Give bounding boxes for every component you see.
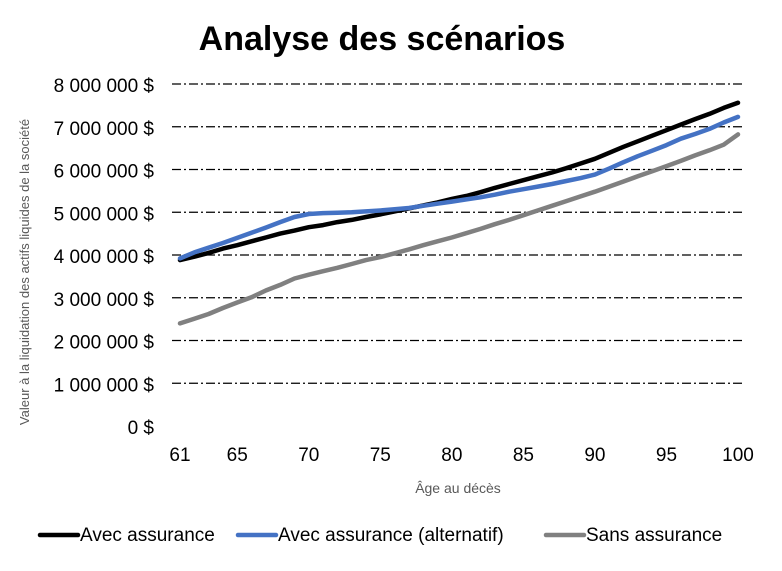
series-lines [177, 100, 741, 326]
x-tick-label: 75 [370, 445, 391, 466]
x-tick-label: 100 [722, 445, 754, 466]
x-axis-title: Âge au décès [415, 480, 501, 496]
y-tick-label: 0 $ [128, 418, 155, 439]
y-tick-label: 1 000 000 $ [54, 375, 155, 396]
y-tick-label: 8 000 000 $ [54, 76, 155, 97]
series-line-2 [177, 114, 741, 261]
grid-lines [172, 83, 742, 384]
x-axis-tick-labels: 61 65 70 75 80 85 90 95 100 [169, 445, 753, 466]
x-tick-label: 61 [169, 445, 190, 466]
x-tick-label: 80 [441, 445, 462, 466]
y-tick-label: 4 000 000 $ [54, 247, 155, 268]
y-tick-label: 2 000 000 $ [54, 333, 155, 354]
x-tick-label: 95 [656, 445, 677, 466]
legend: Avec assurance Avec assurance (alternatif… [37, 525, 722, 546]
chart-title: Analyse des scénarios [199, 20, 566, 58]
y-tick-label: 5 000 000 $ [54, 204, 155, 225]
legend-label-2: Avec assurance (alternatif) [278, 525, 504, 546]
series-line-1 [177, 100, 741, 263]
y-tick-label: 3 000 000 $ [54, 290, 155, 311]
y-tick-label: 7 000 000 $ [54, 119, 155, 140]
x-tick-label: 70 [298, 445, 319, 466]
y-axis-tick-labels: 0 $ 1 000 000 $ 2 000 000 $ 3 000 000 $ 4 00… [54, 76, 155, 439]
y-axis-title: Valeur à la liquidation des actifs liqui… [17, 119, 32, 425]
x-tick-label: 65 [227, 445, 248, 466]
legend-label-3: Sans assurance [586, 525, 722, 546]
y-tick-label: 6 000 000 $ [54, 162, 155, 183]
legend-label-1: Avec assurance [80, 525, 215, 546]
series-line-3 [177, 132, 741, 326]
x-tick-label: 90 [584, 445, 605, 466]
x-tick-label: 85 [513, 445, 534, 466]
